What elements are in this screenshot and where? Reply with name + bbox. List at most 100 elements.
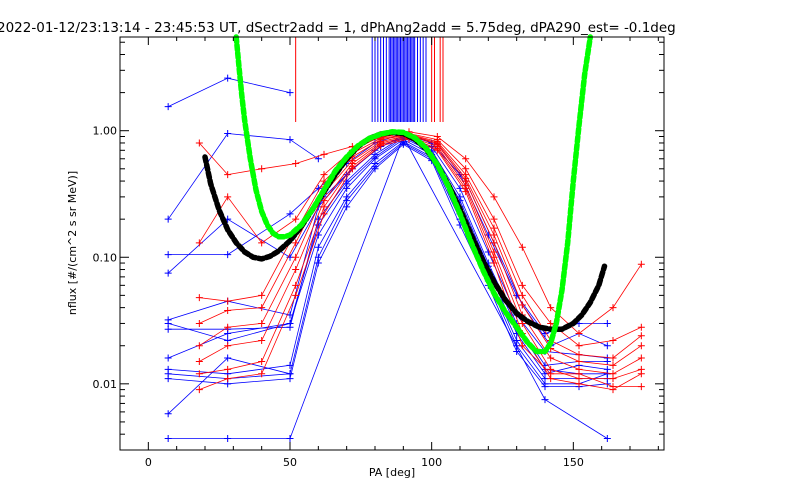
- y-axis-ticks: 0.01 0.10 1.00: [93, 41, 664, 451]
- data-point-marker: [490, 239, 498, 247]
- data-point-marker: [195, 370, 203, 378]
- data-point-marker: [286, 210, 294, 218]
- data-point-marker: [541, 396, 549, 404]
- data-point-marker: [603, 342, 611, 350]
- data-point-marker: [224, 251, 232, 259]
- y-tick-label: 0.01: [93, 378, 118, 391]
- data-point-marker: [637, 370, 645, 378]
- data-point-marker: [195, 319, 203, 327]
- data-point-marker: [314, 231, 322, 239]
- data-point-marker: [258, 239, 266, 247]
- data-point-marker: [490, 259, 498, 267]
- data-point-marker: [575, 380, 583, 388]
- measured-series-line: [167, 357, 291, 415]
- data-point-marker: [320, 171, 328, 179]
- data-point-marker: [575, 342, 583, 350]
- data-point-marker: [195, 139, 203, 147]
- data-point-marker: [603, 434, 611, 442]
- data-point-marker: [320, 150, 328, 158]
- measured-series-line: [168, 134, 608, 359]
- black-fit-curve: [202, 129, 608, 332]
- data-point-marker: [224, 130, 232, 138]
- data-point-marker: [224, 329, 232, 337]
- x-tick-label: 150: [563, 456, 584, 469]
- data-point-marker: [490, 193, 498, 201]
- measured-series-line: [199, 133, 642, 359]
- data-point-marker: [348, 165, 356, 173]
- x-tick-label: 0: [145, 456, 152, 469]
- data-point-marker: [547, 304, 555, 312]
- data-point-marker: [286, 89, 294, 97]
- data-point-marker: [164, 319, 172, 327]
- chart-title: 2022-01-12/23:13:14 - 23:45:53 UT, dSect…: [0, 20, 676, 36]
- data-point-marker: [224, 297, 232, 305]
- data-point-marker: [292, 281, 300, 289]
- data-point-marker: [292, 253, 300, 261]
- data-point-marker: [547, 370, 555, 378]
- data-point-marker: [258, 358, 266, 366]
- data-point-marker: [547, 319, 555, 327]
- data-point-marker: [518, 291, 526, 299]
- data-point-marker: [371, 165, 379, 173]
- data-point-marker: [164, 354, 172, 362]
- data-point-marker: [399, 140, 407, 148]
- data-point-marker: [258, 304, 266, 312]
- data-point-marker: [258, 336, 266, 344]
- data-point-marker: [609, 336, 617, 344]
- data-point-marker: [164, 103, 172, 111]
- data-point-marker: [609, 361, 617, 369]
- data-point-marker: [490, 224, 498, 232]
- data-point-marker: [164, 215, 172, 223]
- data-point-marker: [224, 342, 232, 350]
- data-point-marker: [320, 197, 328, 205]
- data-point-marker: [575, 358, 583, 366]
- data-point-marker: [195, 239, 203, 247]
- measured-series-line: [168, 139, 608, 375]
- data-point-marker: [462, 188, 470, 196]
- data-point-marker: [320, 210, 328, 218]
- measured-series-line: [199, 134, 642, 366]
- data-point-marker: [286, 434, 294, 442]
- data-point-marker: [292, 291, 300, 299]
- data-point-marker: [292, 160, 300, 168]
- data-point-marker: [314, 243, 322, 251]
- data-point-marker: [603, 358, 611, 366]
- data-point-marker: [195, 342, 203, 350]
- data-point-marker: [286, 136, 294, 144]
- data-point-marker: [258, 291, 266, 299]
- measured-series-line: [168, 141, 608, 380]
- data-point-marker: [609, 354, 617, 362]
- data-point-marker: [518, 281, 526, 289]
- data-point-marker: [258, 319, 266, 327]
- data-point-marker: [224, 365, 232, 373]
- data-point-marker: [286, 319, 294, 327]
- data-point-marker: [258, 370, 266, 378]
- data-point-marker: [164, 251, 172, 259]
- data-point-marker: [286, 370, 294, 378]
- data-point-marker: [164, 410, 172, 418]
- data-point-marker: [224, 354, 232, 362]
- data-point-marker: [518, 301, 526, 309]
- measured-series-line: [199, 134, 642, 375]
- data-point-marker: [343, 197, 351, 205]
- data-point-marker: [547, 354, 555, 362]
- data-point-marker: [343, 184, 351, 192]
- measured-series-line: [167, 133, 319, 220]
- data-point-marker: [603, 319, 611, 327]
- data-point-marker: [541, 383, 549, 391]
- data-point-marker: [224, 323, 232, 331]
- series-layer: [164, 34, 645, 442]
- data-point-marker: [164, 434, 172, 442]
- data-point-marker: [320, 203, 328, 211]
- plot-frame: [119, 36, 665, 451]
- measured-series-line: [199, 131, 642, 335]
- green-fit-curve: [233, 34, 594, 355]
- x-tick-label: 50: [283, 456, 297, 469]
- data-point-marker: [164, 375, 172, 383]
- data-point-marker: [518, 342, 526, 350]
- data-point-marker: [433, 146, 441, 154]
- data-point-marker: [377, 142, 385, 150]
- y-tick-label: 1.00: [93, 125, 118, 138]
- data-point-marker: [164, 269, 172, 277]
- data-point-marker: [224, 306, 232, 314]
